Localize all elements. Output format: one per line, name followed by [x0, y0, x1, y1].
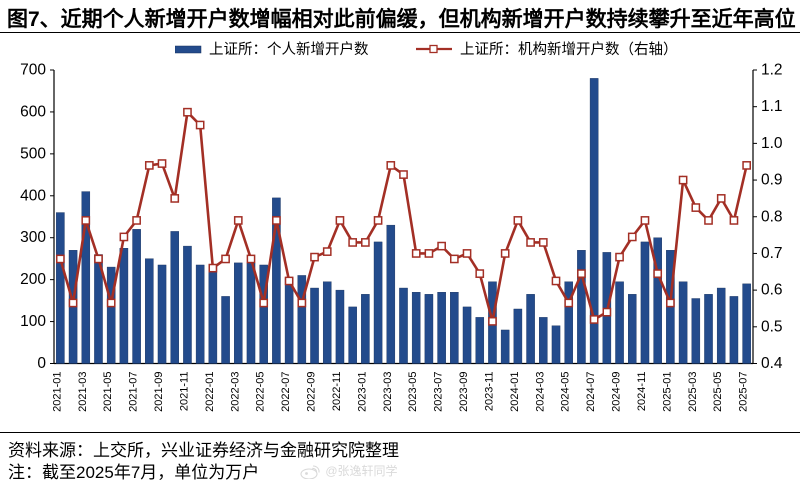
svg-text:2025-03: 2025-03	[687, 372, 699, 412]
svg-text:2022-01: 2022-01	[204, 372, 216, 412]
svg-text:2023-07: 2023-07	[433, 372, 445, 412]
svg-text:2025-07: 2025-07	[738, 372, 750, 412]
svg-text:2021-01: 2021-01	[51, 372, 63, 412]
svg-text:200: 200	[20, 271, 46, 288]
svg-text:600: 600	[20, 103, 46, 120]
svg-text:2023-03: 2023-03	[382, 372, 394, 412]
svg-text:2021-11: 2021-11	[178, 372, 190, 412]
svg-text:2021-09: 2021-09	[153, 372, 165, 412]
svg-text:1.0: 1.0	[761, 135, 783, 152]
svg-text:700: 700	[20, 62, 46, 79]
svg-text:0.4: 0.4	[761, 355, 783, 372]
svg-text:2024-01: 2024-01	[509, 372, 521, 412]
svg-text:100: 100	[20, 313, 46, 330]
svg-text:2022-11: 2022-11	[331, 372, 343, 412]
svg-text:0.8: 0.8	[761, 208, 783, 225]
svg-text:2021-05: 2021-05	[102, 372, 114, 412]
svg-text:1.1: 1.1	[761, 98, 783, 115]
svg-text:2023-01: 2023-01	[356, 372, 368, 412]
svg-text:2024-03: 2024-03	[534, 372, 546, 412]
svg-text:300: 300	[20, 229, 46, 246]
svg-text:2023-11: 2023-11	[483, 371, 495, 411]
svg-text:400: 400	[20, 187, 46, 204]
svg-text:2024-09: 2024-09	[611, 372, 623, 412]
svg-text:2021-07: 2021-07	[128, 372, 140, 412]
svg-text:2022-09: 2022-09	[306, 372, 318, 412]
svg-text:0.7: 0.7	[761, 245, 783, 262]
svg-text:2022-07: 2022-07	[280, 372, 292, 412]
svg-text:2024-07: 2024-07	[585, 372, 597, 412]
svg-text:2024-05: 2024-05	[560, 372, 572, 412]
svg-text:2023-09: 2023-09	[458, 372, 470, 412]
svg-text:2022-03: 2022-03	[229, 372, 241, 412]
svg-text:2022-05: 2022-05	[255, 372, 267, 412]
svg-text:0.5: 0.5	[761, 318, 783, 335]
svg-text:2025-05: 2025-05	[712, 372, 724, 412]
svg-text:2025-01: 2025-01	[661, 372, 673, 412]
svg-text:2024-11: 2024-11	[636, 372, 648, 412]
svg-text:0: 0	[37, 355, 46, 372]
svg-text:0.9: 0.9	[761, 172, 783, 189]
svg-text:1.2: 1.2	[761, 62, 783, 79]
svg-text:0.6: 0.6	[761, 282, 783, 299]
svg-text:500: 500	[20, 145, 46, 162]
svg-text:2023-05: 2023-05	[407, 372, 419, 412]
svg-text:2021-03: 2021-03	[77, 372, 89, 412]
